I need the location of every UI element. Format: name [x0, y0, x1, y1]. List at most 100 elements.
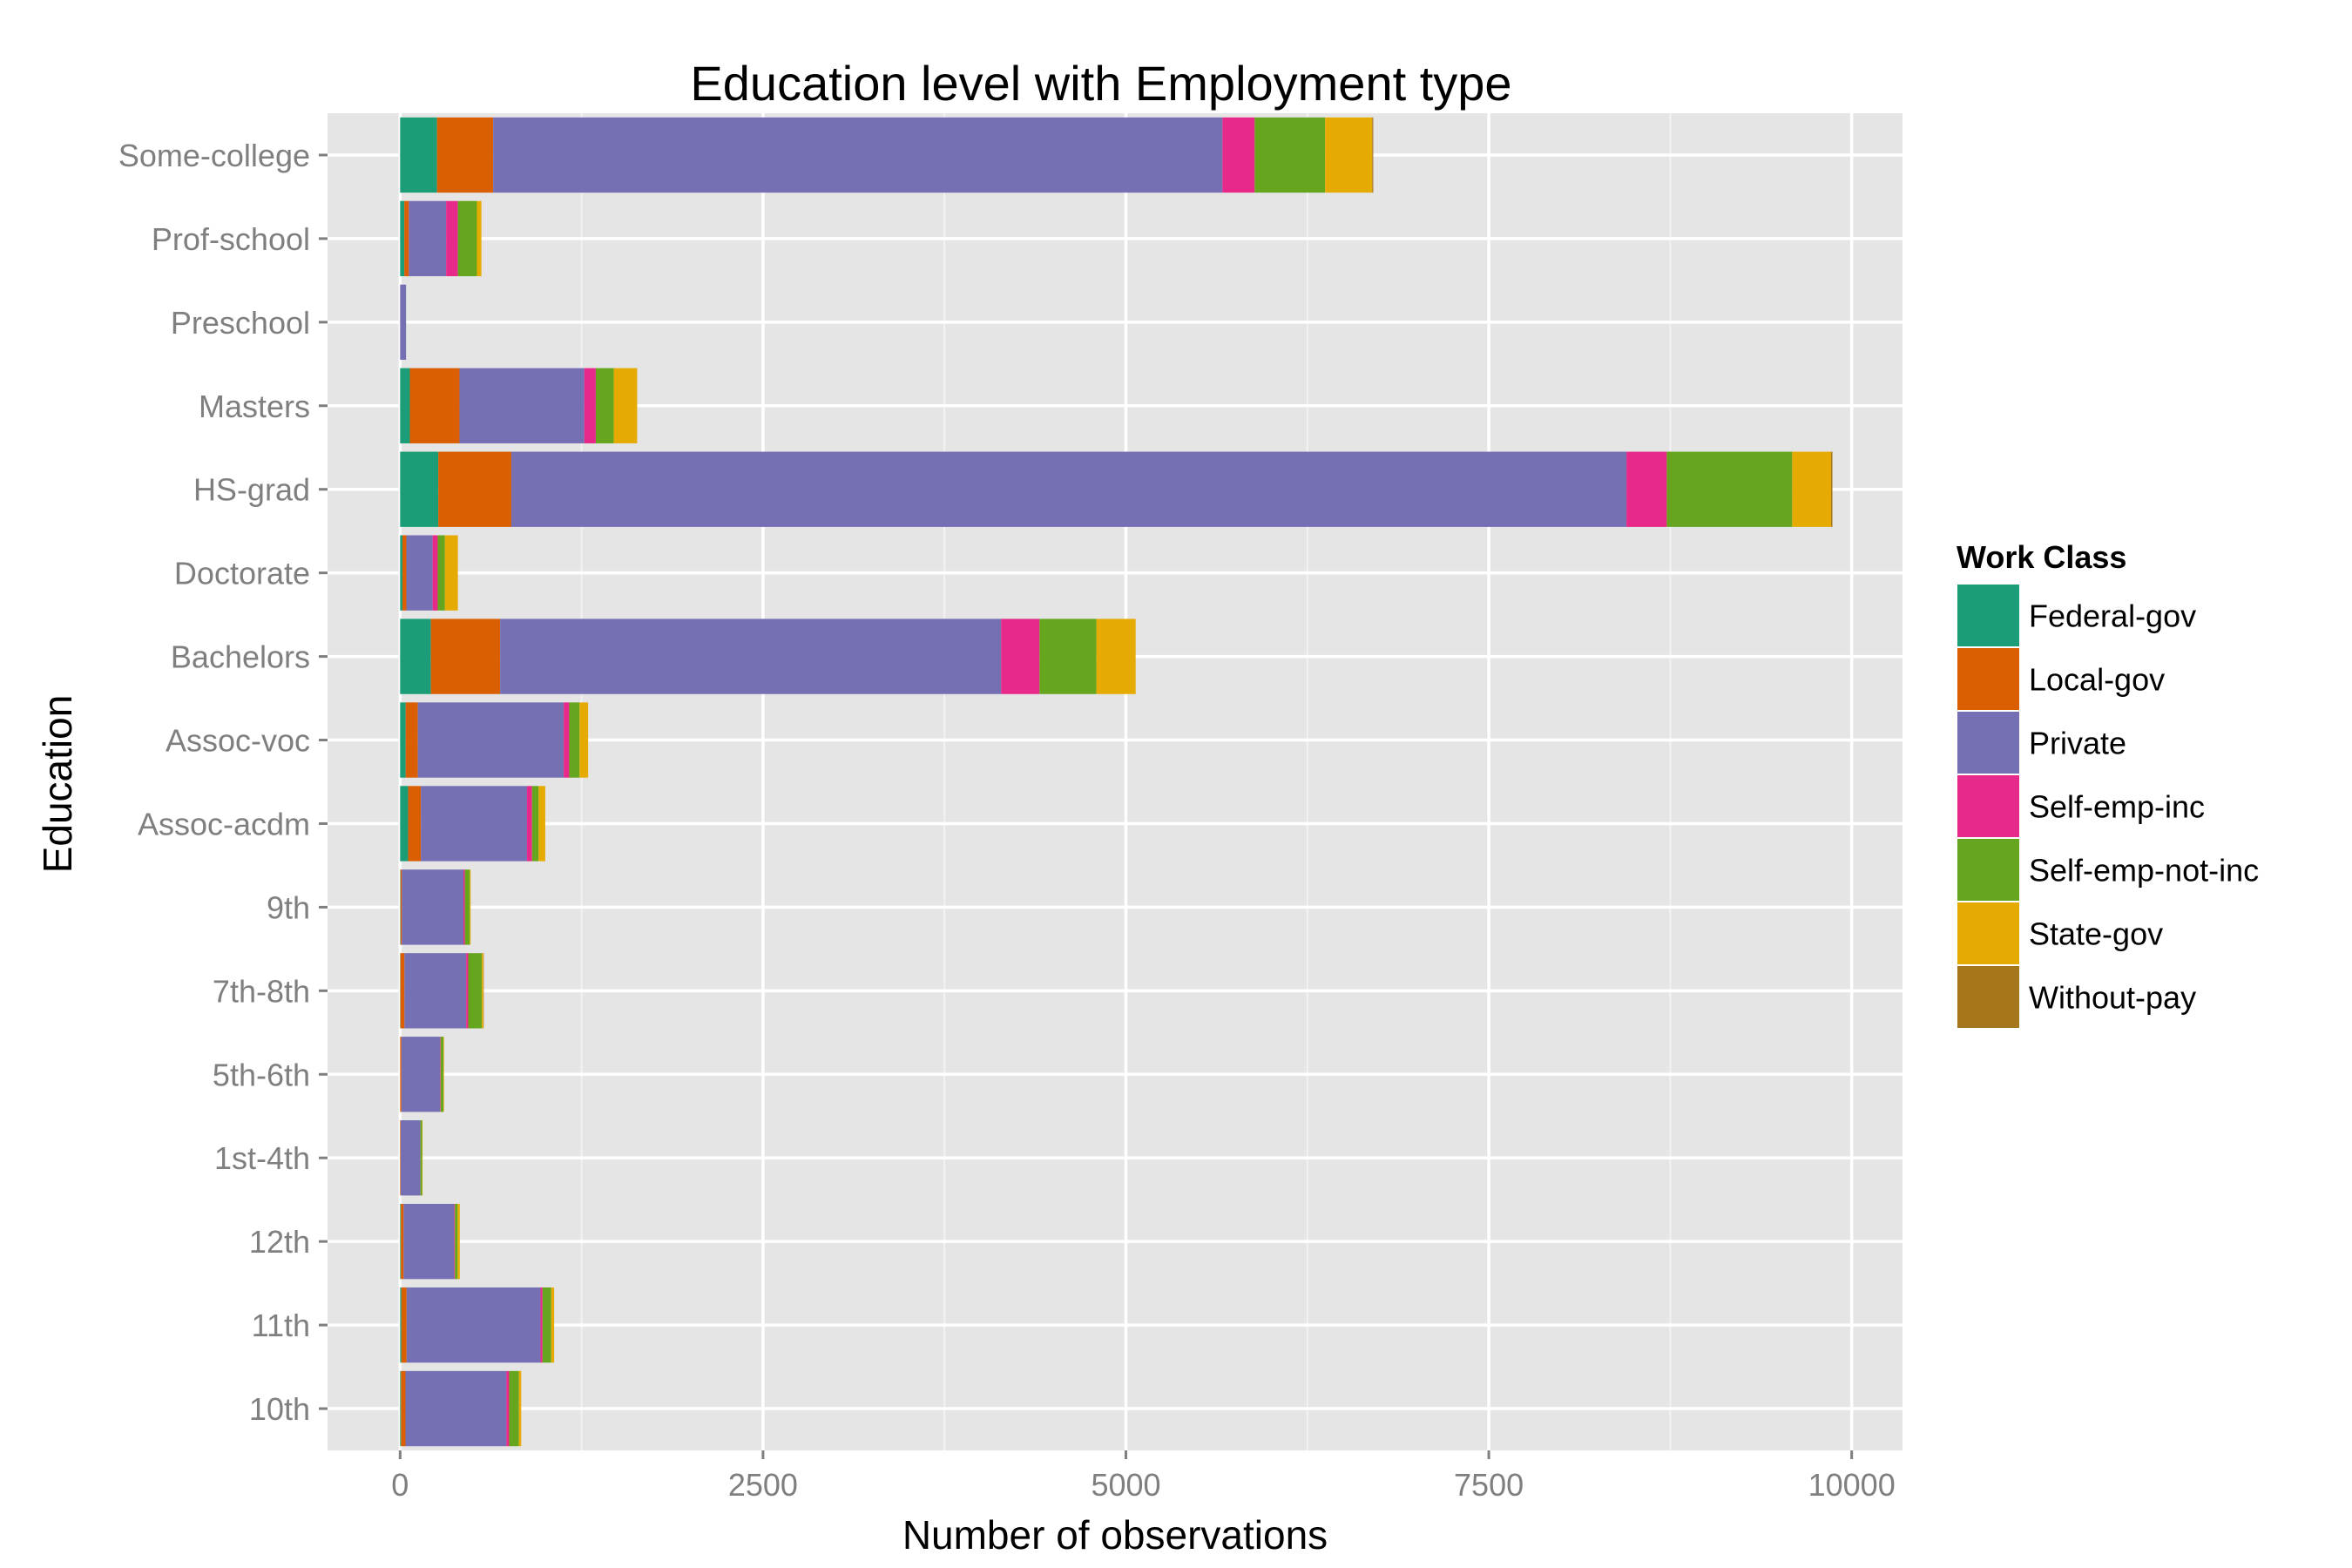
bar-segment: 12th · Self-emp-not-inc: 19	[455, 1203, 458, 1280]
y-tick-label: 9th	[267, 889, 310, 925]
bar-segment: HS-grad · Private: 7682	[510, 451, 1627, 527]
bar-segment: Masters · Self-emp-inc: 79	[584, 368, 596, 443]
bar-segment: Assoc-acdm · Local-gov: 88	[408, 786, 422, 862]
bar-segment: 12th · Local-gov: 19	[401, 1203, 404, 1280]
bar-segment: Doctorate · Local-gov: 27	[402, 535, 407, 611]
bar-segment: 9th · Private: 424	[402, 869, 463, 945]
bar-segment: 7th-8th · Self-emp-inc: 14	[466, 953, 469, 1029]
x-tick-label: 10000	[1808, 1467, 1896, 1503]
bar-segment: Prof-school · Local-gov: 31	[404, 200, 409, 277]
bar-segment: Preschool · Private: 41	[400, 284, 407, 361]
chart-title: Education level with Employment type	[690, 56, 1511, 111]
bar-segment: Masters · Federal-gov: 67	[400, 368, 410, 443]
bar-segment: 7th-8th · Private: 425	[404, 953, 467, 1029]
bar-segment: Some-college · Federal-gov: 254	[400, 117, 437, 193]
bar-segment: Masters · State-gov: 161	[613, 368, 638, 443]
bar-segment: HS-grad · Self-emp-inc: 278	[1626, 451, 1667, 527]
bar-segment: 9th · Federal-gov: 3	[400, 869, 401, 945]
bar-segment: Doctorate · Private: 181	[406, 535, 433, 611]
legend-key	[1956, 710, 2021, 775]
bar-segment: 11th · Self-emp-inc: 14	[540, 1287, 543, 1363]
bar-segment: 7th-8th · Local-gov: 28	[400, 953, 405, 1029]
y-tick-label: Prof-school	[152, 221, 310, 257]
bar-segment: Assoc-voc · Private: 1005	[417, 702, 564, 778]
bar-segment: Some-college · State-gov: 325	[1325, 117, 1373, 193]
legend-label: State-gov	[2029, 916, 2163, 952]
y-tick-label: Doctorate	[174, 556, 310, 591]
y-tick-label: 1st-4th	[214, 1140, 310, 1176]
bar-segment: Masters · Local-gov: 342	[409, 368, 460, 443]
bar-segment: 7th-8th · State-gov: 10	[482, 953, 483, 1029]
y-tick-label: 12th	[249, 1224, 310, 1260]
bar-segment: HS-grad · State-gov: 268	[1792, 451, 1832, 527]
bar-segment: 1st-4th · State-gov: 1	[422, 1120, 423, 1196]
y-tick-label: 11th	[252, 1308, 310, 1343]
legend-key	[1956, 583, 2021, 648]
bar-segment: Assoc-voc · Self-emp-inc: 38	[564, 702, 570, 778]
bar-segment: 5th-6th · Local-gov: 9	[400, 1037, 402, 1112]
bar-segment: 11th · Private: 922	[406, 1287, 541, 1363]
bar-segment: 5th-6th · Self-emp-not-inc: 19	[440, 1037, 443, 1112]
bar-segment: 1st-4th · Private: 136	[400, 1120, 421, 1196]
y-tick-label: Bachelors	[171, 639, 310, 675]
bar-segment: Some-college · Self-emp-inc: 222	[1222, 117, 1255, 193]
x-axis-label: Number of observations	[902, 1512, 1328, 1558]
y-tick-label: Masters	[199, 389, 310, 424]
bar-segment: Masters · Private: 860	[459, 368, 585, 443]
legend-title: Work Class	[1957, 539, 2126, 575]
bar-segment: Prof-school · Private: 257	[409, 200, 447, 277]
bar-segment: Bachelors · Self-emp-inc: 265	[1001, 618, 1040, 694]
bar-segment: Masters · Self-emp-not-inc: 124	[595, 368, 614, 443]
bar-segment: 12th · State-gov: 15	[457, 1203, 460, 1280]
bar-segment: Some-college · Self-emp-not-inc: 485	[1254, 117, 1326, 193]
y-tick-label: Assoc-voc	[166, 723, 310, 759]
y-tick-label: 5th-6th	[213, 1057, 310, 1092]
bar-segment: HS-grad · Local-gov: 503	[438, 451, 511, 527]
y-tick-label: 7th-8th	[213, 973, 310, 1009]
bar-segment: 7th-8th · Federal-gov: 2	[400, 953, 401, 1029]
bar-segment: HS-grad · Self-emp-not-inc: 864	[1666, 451, 1793, 527]
y-tick-label: 10th	[249, 1391, 310, 1427]
bar-segment: 11th · Federal-gov: 9	[400, 1287, 402, 1363]
bar-segment: Doctorate · Federal-gov: 16	[400, 535, 402, 611]
legend-key	[1956, 837, 2021, 902]
bar-segment: Assoc-voc · State-gov: 59	[579, 702, 589, 778]
bar-segment: 10th · Local-gov: 31	[401, 1370, 406, 1447]
bar-segment: Assoc-acdm · Self-emp-inc: 35	[526, 786, 532, 862]
x-tick-label: 2500	[728, 1467, 798, 1503]
legend-key	[1956, 646, 2021, 712]
bars: Some-college · Federal-gov: 254Some-coll…	[400, 117, 1833, 1447]
bar-segment: 9th · Local-gov: 9	[400, 869, 402, 945]
bar-segment: 10th · State-gov: 16	[518, 1370, 522, 1447]
y-tick-label: HS-grad	[193, 472, 310, 508]
bar-segment: Assoc-voc · Self-emp-not-inc: 71	[569, 702, 580, 778]
bar-segment: 12th · Self-emp-inc: 5	[454, 1203, 456, 1280]
bar-segment: Doctorate · State-gov: 89	[444, 535, 458, 611]
bar-segment: 12th · Federal-gov: 5	[400, 1203, 402, 1280]
bar-segment: Assoc-acdm · Self-emp-not-inc: 45	[531, 786, 539, 862]
bar-segment: Bachelors · State-gov: 270	[1096, 618, 1136, 694]
legend-label: Self-emp-not-inc	[2029, 853, 2259, 889]
legend-label: Local-gov	[2029, 662, 2165, 698]
x-axis: 0 2500 5000 7500 10000	[391, 1450, 1896, 1503]
bar-segment: Assoc-voc · Federal-gov: 38	[400, 702, 406, 778]
bar-segment: HS-grad · Federal-gov: 263	[400, 451, 439, 527]
legend-label: Without-pay	[2029, 980, 2196, 1016]
y-axis: Some-college Prof-school Preschool Masters H…	[118, 138, 328, 1427]
bar-segment: 10th · Private: 695	[405, 1370, 507, 1447]
bar-segment: Some-college · Local-gov: 387	[436, 117, 494, 193]
bar-segment: 10th · Federal-gov: 6	[400, 1370, 402, 1447]
x-tick-label: 5000	[1091, 1467, 1160, 1503]
bar-segment: 10th · Self-emp-inc: 19	[506, 1370, 510, 1447]
bar-segment: Bachelors · Local-gov: 477	[430, 618, 501, 694]
y-axis-label: Education	[35, 695, 80, 874]
bar-segment: Assoc-acdm · State-gov: 46	[538, 786, 545, 862]
bar-segment: Prof-school · Federal-gov: 29	[400, 200, 405, 277]
bar-segment: 12th · Private: 348	[403, 1203, 455, 1280]
legend: Work Class Federal-gov Local-gov Private Se…	[1956, 539, 2259, 1030]
bar-segment: 11th · State-gov: 20	[551, 1287, 555, 1363]
bar-segment: Some-college · Private: 5024	[493, 117, 1223, 193]
bar-segment: Assoc-acdm · Federal-gov: 55	[400, 786, 409, 862]
